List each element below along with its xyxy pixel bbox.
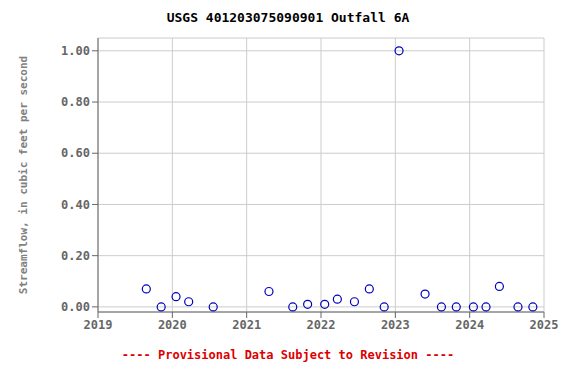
svg-text:2022: 2022 — [307, 318, 336, 332]
svg-text:2020: 2020 — [158, 318, 187, 332]
html-text:---- Provisional Data Subject: ---- Provisional Data Subject to Revisio… — [121, 348, 455, 362]
svg-text:0.00: 0.00 — [61, 300, 90, 314]
svg-text:2024: 2024 — [455, 318, 484, 332]
svg-text:0.40: 0.40 — [61, 198, 90, 212]
svg-text:1.00: 1.00 — [61, 44, 90, 58]
svg-text:2023: 2023 — [381, 318, 410, 332]
svg-text:Streamflow, in cubic feet per: Streamflow, in cubic feet per second — [17, 56, 30, 294]
svg-text:2025: 2025 — [530, 318, 559, 332]
svg-text:0.20: 0.20 — [61, 249, 90, 263]
svg-text:2021: 2021 — [232, 318, 261, 332]
svg-text:0.80: 0.80 — [61, 95, 90, 109]
svg-text:2019: 2019 — [84, 318, 113, 332]
html-text:USGS 401203075090901 Outfall 6: USGS 401203075090901 Outfall 6A — [166, 10, 410, 25]
svg-text:0.60: 0.60 — [61, 146, 90, 160]
